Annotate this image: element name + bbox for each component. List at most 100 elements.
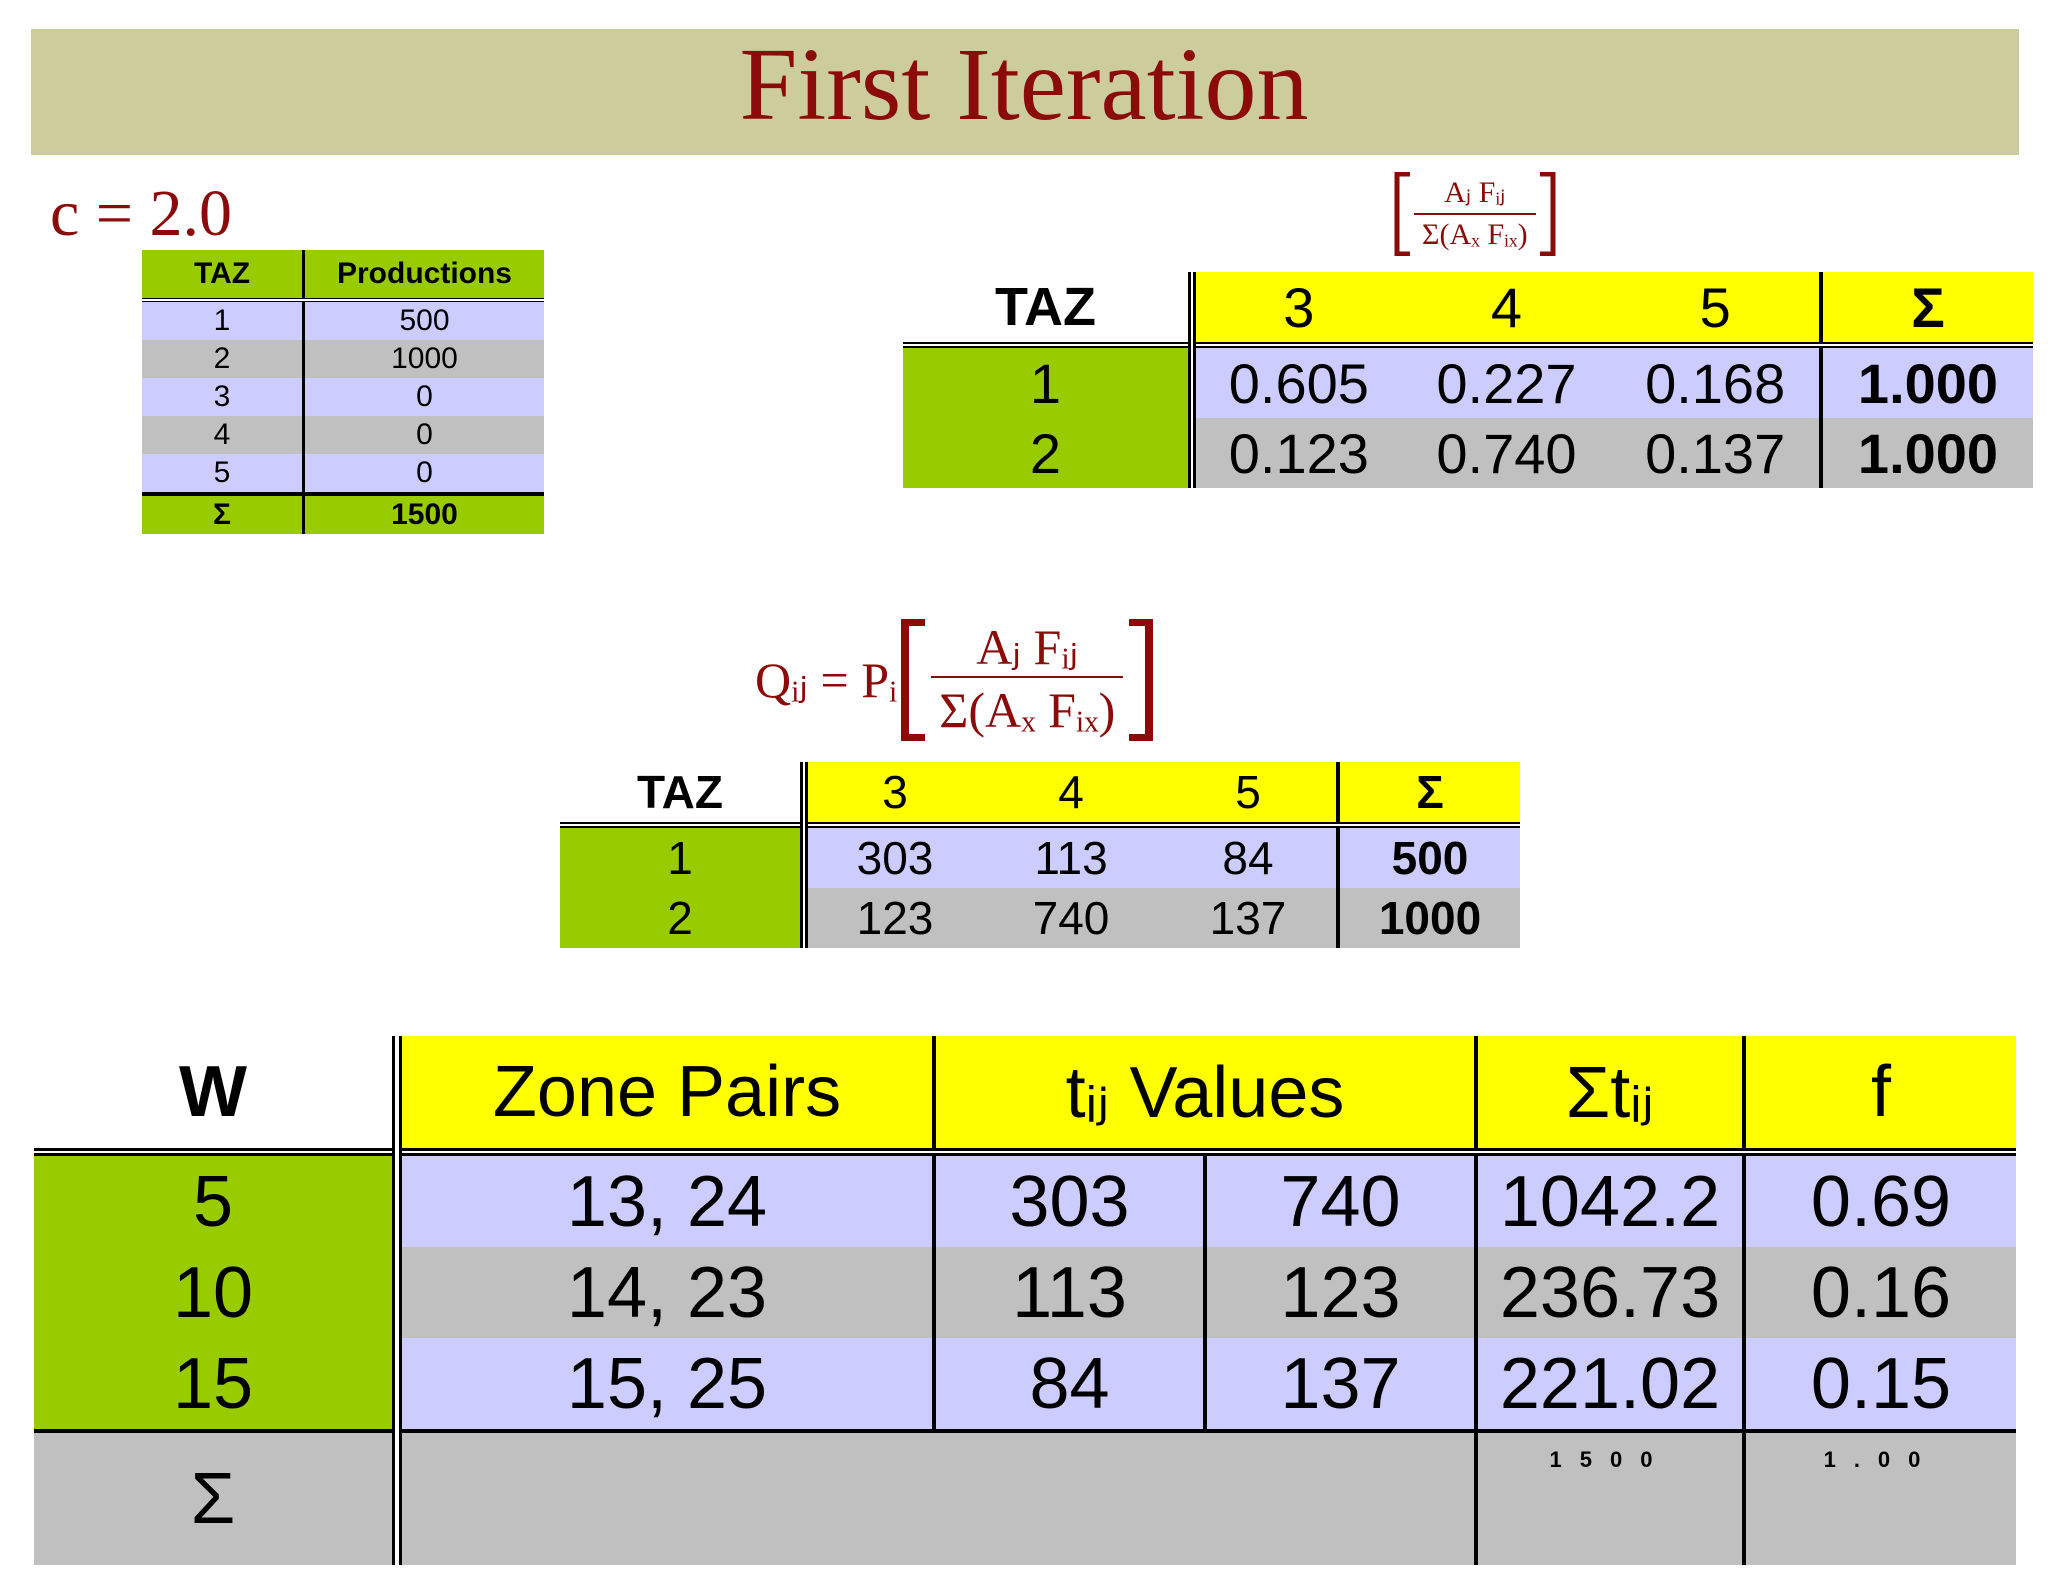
table-row: 4 0 [142,416,544,454]
tij-cell: 84 [934,1338,1207,1431]
productions-cell: 500 [303,300,544,340]
taz-cell: 5 [142,454,305,494]
table-row: 5 0 [142,454,544,494]
row-taz: 1 [560,825,808,888]
row-taz: 2 [560,888,808,948]
productions-table: TAZ Productions 1 500 2 1000 3 0 4 0 5 0… [142,250,544,534]
table-row: 2 123 740 137 1000 [560,888,1520,948]
sum-tij-cell: 221.02 [1476,1338,1746,1431]
taz-cell: 3 [142,378,305,416]
sum-cell: 1.000 [1819,418,2033,488]
quantity-table: TAZ 3 4 5 Σ 1 303 113 84 500 2 123 740 1… [560,762,1520,948]
tij-cell: 137 [1205,1338,1478,1431]
zone-pairs-cell: 13, 24 [397,1152,936,1247]
w-cell: 15 [34,1338,402,1431]
right-bracket-icon [1539,172,1556,256]
col-header: 3 [804,762,982,828]
table-row: 1 0.605 0.227 0.168 1.000 [903,345,2033,418]
formula-qij: Qᵢⱼ = Pᵢ Aⱼ Fᵢⱼ Σ(Aₓ Fᵢₓ) [755,618,1235,748]
tij-cell: 123 [1205,1247,1478,1338]
sum-value: 1500 [303,492,544,534]
sum-row: Σ 1500 [142,492,544,534]
title-banner [31,29,2019,155]
taz-cell: 1 [142,300,305,340]
productions-cell: 1000 [303,340,544,378]
sum-row: Σ 1500 1.00 [34,1429,2016,1565]
table-row: 10 14, 23 113 123 236.73 0.16 [34,1247,2016,1338]
value-cell: 740 [982,888,1160,948]
col-header-taz: TAZ [142,250,305,302]
row-taz: 2 [903,418,1196,488]
w-cell: 10 [34,1247,402,1338]
col-header: 4 [982,762,1160,828]
sum-cell: 1.000 [1819,345,2033,418]
zone-pairs-cell: 14, 23 [397,1247,936,1338]
c-parameter-label: c = 2.0 [50,177,233,250]
formula-fraction: Aⱼ Fᵢⱼ Σ(Aₓ Fᵢₓ) [1392,172,1602,262]
col-header: 4 [1401,272,1612,348]
f-cell: 0.69 [1744,1152,2016,1247]
col-header-f: f [1744,1036,2016,1156]
table-row: 15 15, 25 84 137 221.02 0.15 [34,1338,2016,1431]
left-bracket-icon [1394,172,1410,256]
value-cell: 0.227 [1401,345,1612,418]
col-header-w: W [34,1036,402,1156]
tij-cell: 303 [934,1152,1207,1247]
sum-symbol: Σ [34,1429,402,1565]
table-row: 1 500 [142,300,544,340]
value-cell: 0.740 [1401,418,1612,488]
right-bracket-icon [1129,619,1154,741]
sum-tij-cell: 1042.2 [1476,1152,1746,1247]
table-row: 5 13, 24 303 740 1042.2 0.69 [34,1152,2016,1247]
col-header-zone-pairs: Zone Pairs [397,1036,936,1156]
tij-cell: 113 [934,1247,1207,1338]
page-title: First Iteration [739,27,1309,142]
sum-symbol: Σ [142,492,305,534]
formula-denominator: Σ(Aₓ Fᵢₓ) [939,682,1116,738]
w-cell: 5 [34,1152,402,1247]
table-row: 1 303 113 84 500 [560,825,1520,888]
col-header-sum: Σ [1819,272,2033,348]
col-header-sum-tij: Σtᵢⱼ [1476,1036,1746,1156]
value-cell: 113 [982,825,1160,888]
col-header-taz: TAZ [560,762,808,828]
value-cell: 303 [804,825,982,888]
table-row: 2 0.123 0.740 0.137 1.000 [903,418,2033,488]
tij-cell: 740 [1205,1152,1478,1247]
sum-tij-total: 1500 [1476,1429,1746,1565]
table-row: 3 0 [142,378,544,416]
friction-factor-table: W Zone Pairs tᵢⱼ Values Σtᵢⱼ f 5 13, 24 … [34,1036,2016,1565]
sum-blank-cell [397,1429,1478,1565]
col-header-sum: Σ [1336,762,1520,828]
fraction-table: TAZ 3 4 5 Σ 1 0.605 0.227 0.168 1.000 2 … [903,272,2033,488]
left-bracket-icon [901,619,926,741]
value-cell: 137 [1160,888,1338,948]
value-cell: 0.168 [1611,345,1821,418]
value-cell: 0.137 [1611,418,1821,488]
formula-lhs: Qᵢⱼ = Pᵢ [755,652,898,708]
col-header: 5 [1160,762,1338,828]
formula-numerator: Aⱼ Fᵢⱼ [1414,173,1536,215]
f-cell: 0.16 [1744,1247,2016,1338]
f-cell: 0.15 [1744,1338,2016,1431]
formula-denominator: Σ(Aₓ Fᵢₓ) [1422,218,1528,251]
sum-cell: 1000 [1336,888,1520,948]
zone-pairs-cell: 15, 25 [397,1338,936,1431]
col-header: 3 [1192,272,1402,348]
value-cell: 123 [804,888,982,948]
productions-cell: 0 [303,378,544,416]
f-total: 1.00 [1744,1429,2016,1565]
taz-cell: 4 [142,416,305,454]
formula-numerator: Aⱼ Fᵢⱼ [931,618,1124,678]
table-row: 2 1000 [142,340,544,378]
sum-tij-cell: 236.73 [1476,1247,1746,1338]
col-header-productions: Productions [303,250,544,302]
col-header: 5 [1611,272,1821,348]
col-header-tij-values: tᵢⱼ Values [934,1036,1478,1156]
value-cell: 84 [1160,825,1338,888]
value-cell: 0.123 [1192,418,1402,488]
productions-cell: 0 [303,416,544,454]
productions-cell: 0 [303,454,544,494]
sum-cell: 500 [1336,825,1520,888]
col-header-taz: TAZ [903,272,1196,348]
